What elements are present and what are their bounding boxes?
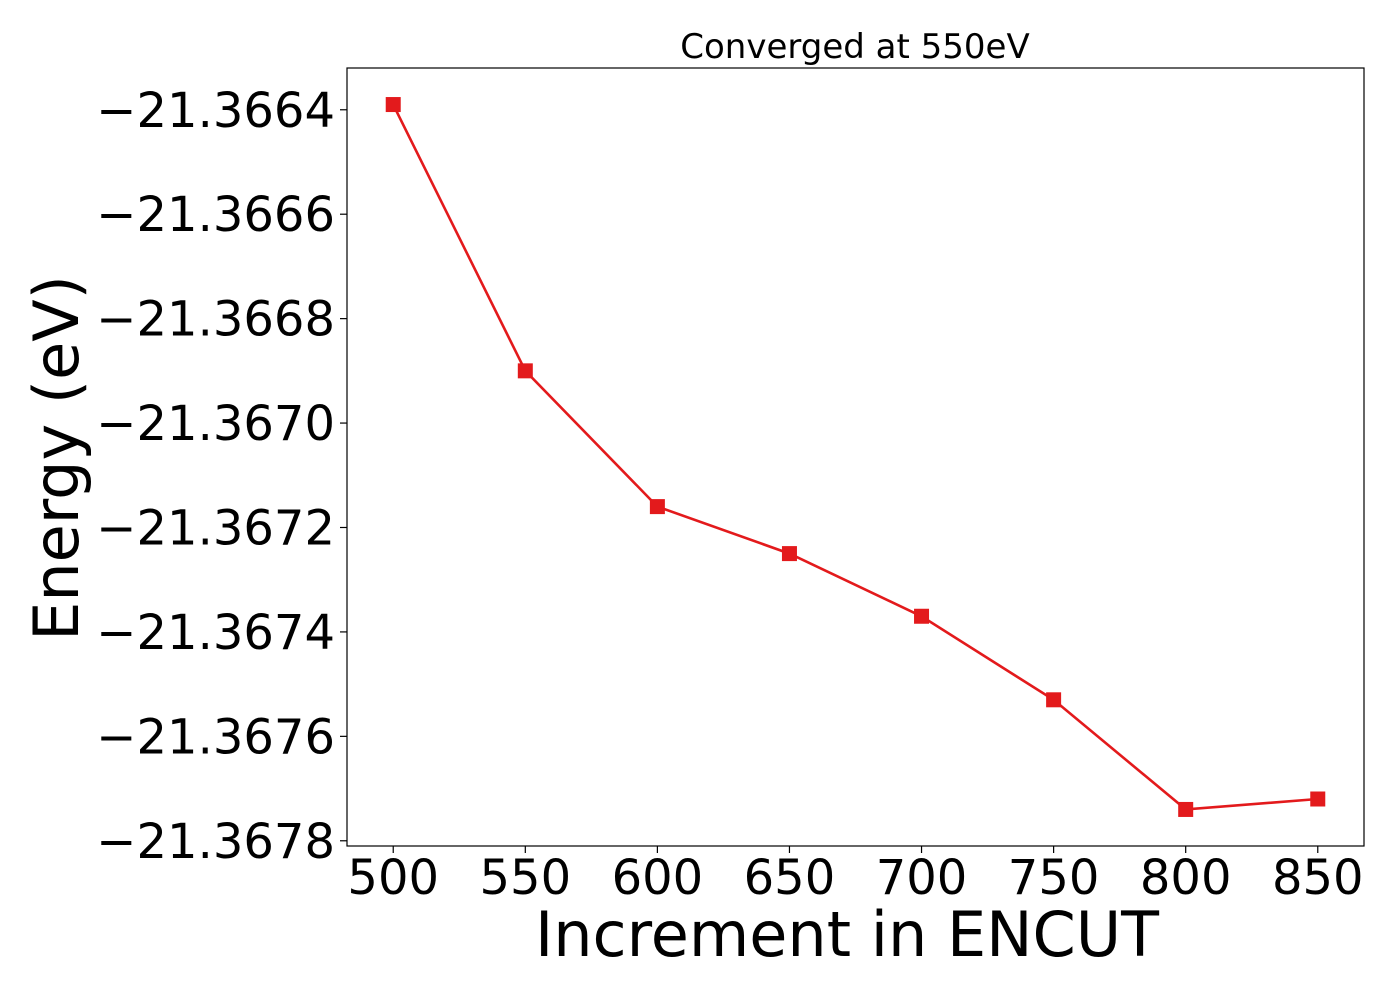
x-tick-label: 750 [1008, 850, 1100, 906]
y-tick-label: −21.3678 [96, 814, 335, 870]
x-tick-label: 550 [479, 850, 571, 906]
x-axis: 500 550 600 650 700 750 800 850 [347, 846, 1364, 906]
x-tick-label: 650 [744, 850, 836, 906]
x-axis-title: Increment in ENCUT [535, 898, 1160, 971]
y-tick-label: −21.3668 [96, 292, 335, 348]
chart-title: Converged at 550eV [680, 27, 1029, 67]
data-point [517, 363, 533, 379]
y-axis: −21.3664 −21.3666 −21.3668 −21.3670 −21.3672… [96, 83, 347, 870]
data-point [1178, 801, 1194, 817]
data-point [781, 546, 797, 562]
x-tick-label: 800 [1140, 850, 1232, 906]
data-point [649, 499, 665, 515]
y-tick-label: −21.3666 [96, 187, 335, 243]
series-layer [385, 97, 1326, 817]
y-tick-label: −21.3672 [96, 500, 335, 556]
x-tick-label: 600 [612, 850, 704, 906]
data-point [1310, 791, 1326, 807]
y-tick-label: −21.3676 [96, 709, 335, 765]
x-tick-label: 850 [1272, 850, 1364, 906]
y-axis-title: Energy (eV) [20, 275, 93, 641]
y-tick-label: −21.3664 [96, 83, 335, 139]
x-tick-label: 700 [876, 850, 968, 906]
data-point [1046, 692, 1062, 708]
data-point [385, 97, 401, 113]
y-tick-label: −21.3674 [96, 605, 335, 661]
y-tick-label: −21.3670 [96, 396, 335, 452]
data-point [914, 608, 930, 624]
plot-area [346, 67, 1365, 847]
series-line [392, 104, 1318, 811]
x-tick-label: 500 [347, 850, 439, 906]
